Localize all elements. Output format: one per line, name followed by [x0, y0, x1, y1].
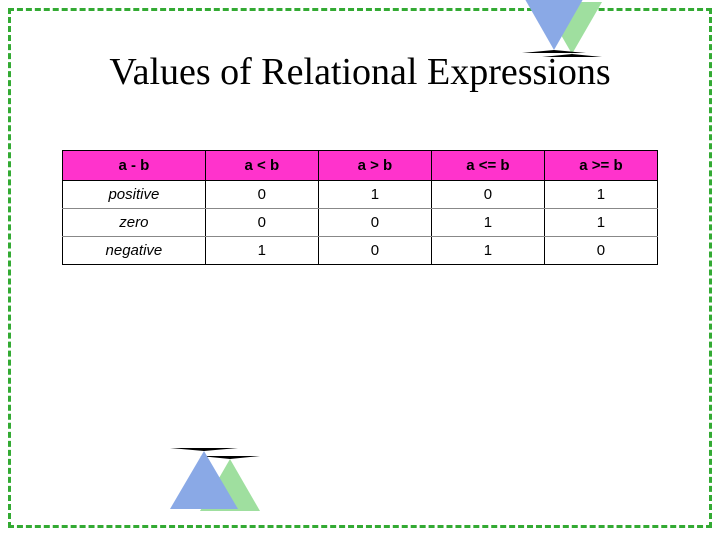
col-header: a < b	[205, 151, 318, 181]
triangle-blue-top	[522, 0, 586, 53]
table-header-row: a - b a < b a > b a <= b a >= b	[63, 151, 658, 181]
cell: 0	[205, 181, 318, 209]
col-header: a >= b	[544, 151, 657, 181]
cell: 0	[318, 209, 431, 237]
col-header: a <= b	[431, 151, 544, 181]
cell: 1	[431, 209, 544, 237]
triangle-blue-bottom	[170, 448, 238, 509]
row-label: positive	[63, 181, 206, 209]
cell: 1	[544, 181, 657, 209]
cell: 1	[205, 237, 318, 265]
cell: 0	[318, 237, 431, 265]
cell: 1	[544, 209, 657, 237]
table-row: zero 0 0 1 1	[63, 209, 658, 237]
col-header: a - b	[63, 151, 206, 181]
col-header: a > b	[318, 151, 431, 181]
row-label: negative	[63, 237, 206, 265]
cell: 0	[544, 237, 657, 265]
row-label: zero	[63, 209, 206, 237]
cell: 1	[318, 181, 431, 209]
cell: 1	[431, 237, 544, 265]
relational-table: a - b a < b a > b a <= b a >= b positive…	[62, 150, 658, 265]
table-row: negative 1 0 1 0	[63, 237, 658, 265]
table-row: positive 0 1 0 1	[63, 181, 658, 209]
cell: 0	[431, 181, 544, 209]
cell: 0	[205, 209, 318, 237]
slide-title: Values of Relational Expressions	[0, 50, 720, 94]
